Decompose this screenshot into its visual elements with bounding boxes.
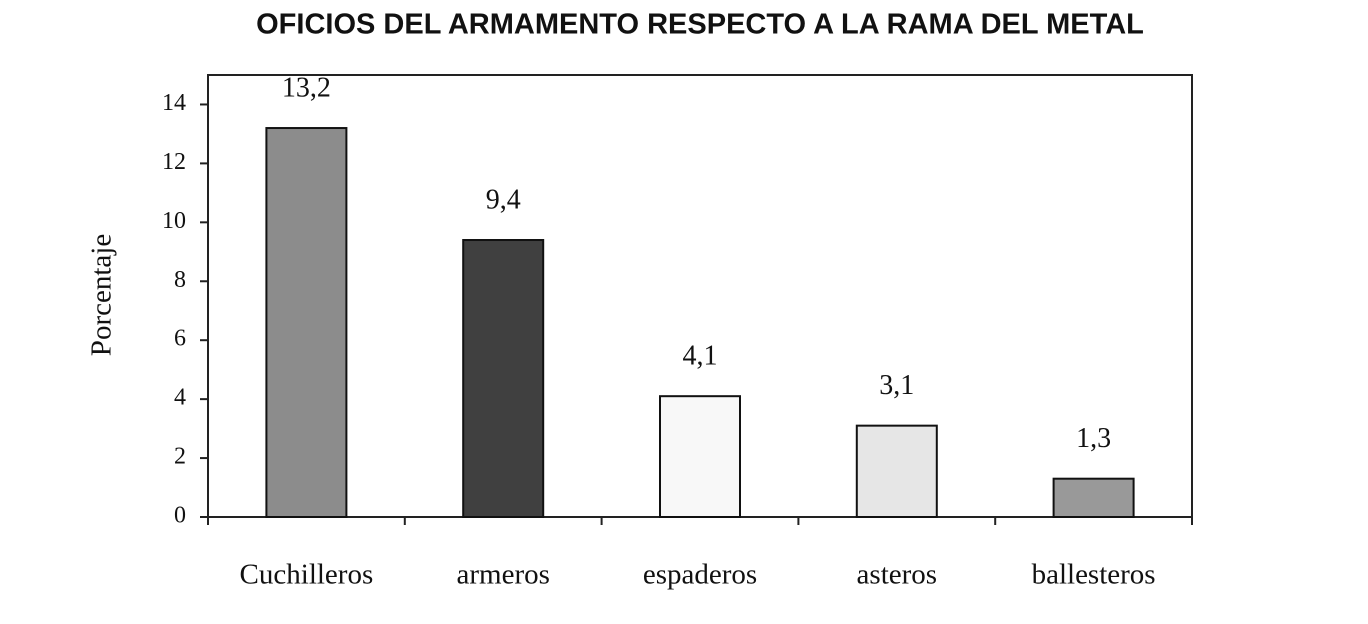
- y-axis-label: Porcentaje: [86, 234, 118, 356]
- x-tick-label: espaderos: [643, 559, 757, 591]
- value-label: 3,1: [879, 370, 914, 401]
- x-tick-label: armeros: [456, 559, 549, 591]
- x-tick-label: asteros: [857, 559, 938, 591]
- value-label: 1,3: [1076, 423, 1111, 454]
- y-tick-label: 12: [162, 149, 186, 175]
- value-label: 9,4: [486, 184, 521, 215]
- chart-title: OFICIOS DEL ARMAMENTO RESPECTO A LA RAMA…: [256, 9, 1144, 41]
- y-tick-label: 0: [174, 503, 186, 529]
- y-tick-label: 14: [162, 90, 186, 116]
- bar: [1052, 477, 1135, 518]
- y-tick-label: 2: [174, 444, 186, 470]
- value-label: 13,2: [282, 72, 331, 103]
- value-label: 4,1: [683, 341, 718, 372]
- bar: [462, 239, 545, 518]
- y-tick-label: 6: [174, 326, 186, 352]
- y-tick-label: 4: [174, 385, 186, 411]
- bar: [659, 395, 741, 519]
- bar: [855, 424, 938, 518]
- bar: [265, 127, 348, 518]
- y-tick-label: 8: [174, 267, 186, 293]
- x-tick-label: ballesteros: [1032, 559, 1156, 591]
- y-tick-label: 10: [162, 208, 186, 234]
- x-tick-label: Cuchilleros: [240, 559, 374, 591]
